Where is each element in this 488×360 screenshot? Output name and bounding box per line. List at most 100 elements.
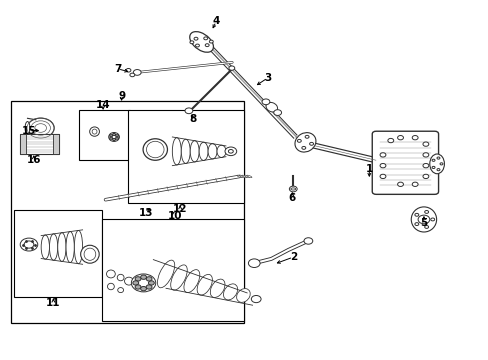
Text: 9: 9 bbox=[118, 91, 125, 101]
Circle shape bbox=[194, 37, 198, 40]
Ellipse shape bbox=[49, 234, 58, 260]
Circle shape bbox=[203, 37, 207, 40]
Circle shape bbox=[436, 168, 439, 171]
Circle shape bbox=[195, 44, 199, 47]
Circle shape bbox=[424, 211, 427, 213]
Circle shape bbox=[422, 153, 428, 157]
Text: 6: 6 bbox=[288, 193, 295, 203]
Circle shape bbox=[417, 215, 429, 224]
Ellipse shape bbox=[294, 132, 315, 152]
Circle shape bbox=[414, 213, 418, 216]
Circle shape bbox=[248, 259, 260, 267]
Circle shape bbox=[273, 110, 281, 116]
Circle shape bbox=[184, 108, 192, 114]
Circle shape bbox=[304, 238, 312, 244]
Circle shape bbox=[148, 281, 154, 285]
Ellipse shape bbox=[81, 245, 99, 263]
Circle shape bbox=[126, 68, 131, 72]
Text: 14: 14 bbox=[96, 100, 110, 110]
Ellipse shape bbox=[146, 141, 163, 158]
Circle shape bbox=[112, 138, 115, 140]
Ellipse shape bbox=[106, 270, 115, 278]
Circle shape bbox=[301, 147, 305, 149]
Circle shape bbox=[141, 287, 146, 291]
Bar bbox=[20, 134, 26, 154]
Ellipse shape bbox=[208, 144, 217, 159]
Text: 16: 16 bbox=[26, 155, 41, 165]
Circle shape bbox=[115, 137, 118, 139]
Ellipse shape bbox=[25, 122, 30, 134]
Circle shape bbox=[387, 138, 393, 143]
Ellipse shape bbox=[108, 132, 119, 141]
Ellipse shape bbox=[290, 188, 295, 190]
Circle shape bbox=[289, 186, 297, 192]
Circle shape bbox=[297, 139, 301, 142]
Circle shape bbox=[397, 182, 403, 186]
Circle shape bbox=[422, 163, 428, 168]
Ellipse shape bbox=[89, 127, 99, 136]
Ellipse shape bbox=[265, 103, 277, 112]
Ellipse shape bbox=[197, 274, 212, 295]
Circle shape bbox=[130, 73, 135, 77]
Circle shape bbox=[205, 44, 209, 46]
Circle shape bbox=[224, 147, 236, 156]
Circle shape bbox=[24, 241, 34, 248]
Ellipse shape bbox=[58, 233, 66, 261]
Ellipse shape bbox=[239, 175, 244, 177]
Ellipse shape bbox=[124, 277, 133, 285]
Ellipse shape bbox=[170, 265, 187, 290]
Ellipse shape bbox=[242, 175, 246, 177]
Circle shape bbox=[228, 66, 234, 70]
Ellipse shape bbox=[157, 260, 174, 288]
Ellipse shape bbox=[429, 154, 444, 174]
Circle shape bbox=[430, 218, 434, 221]
Circle shape bbox=[109, 137, 112, 139]
Circle shape bbox=[133, 69, 141, 75]
Text: 1: 1 bbox=[365, 164, 372, 174]
Ellipse shape bbox=[217, 145, 225, 157]
Circle shape bbox=[305, 135, 308, 138]
Bar bbox=[102, 220, 244, 320]
Ellipse shape bbox=[117, 274, 124, 281]
Circle shape bbox=[251, 296, 261, 303]
Bar bbox=[14, 211, 102, 297]
Circle shape bbox=[422, 174, 428, 179]
Circle shape bbox=[146, 285, 152, 289]
Circle shape bbox=[414, 222, 418, 225]
Circle shape bbox=[424, 225, 427, 228]
Bar bbox=[128, 110, 244, 203]
Ellipse shape bbox=[107, 283, 114, 290]
Ellipse shape bbox=[118, 288, 123, 293]
Circle shape bbox=[379, 153, 385, 157]
Circle shape bbox=[379, 174, 385, 179]
Ellipse shape bbox=[84, 248, 96, 260]
Circle shape bbox=[135, 277, 141, 281]
Text: 4: 4 bbox=[212, 17, 220, 27]
Text: 5: 5 bbox=[420, 218, 427, 228]
Circle shape bbox=[397, 135, 403, 140]
Circle shape bbox=[189, 41, 193, 44]
Circle shape bbox=[115, 135, 118, 137]
Bar bbox=[20, 134, 59, 154]
Circle shape bbox=[109, 135, 112, 137]
Circle shape bbox=[411, 182, 417, 186]
Ellipse shape bbox=[190, 141, 199, 162]
Ellipse shape bbox=[92, 129, 97, 134]
Text: 11: 11 bbox=[46, 298, 61, 308]
Circle shape bbox=[431, 166, 434, 168]
Circle shape bbox=[228, 149, 233, 153]
Ellipse shape bbox=[237, 175, 242, 177]
Ellipse shape bbox=[210, 279, 224, 297]
Ellipse shape bbox=[172, 138, 181, 165]
Circle shape bbox=[436, 157, 439, 159]
Ellipse shape bbox=[189, 32, 213, 52]
Circle shape bbox=[20, 238, 38, 251]
Circle shape bbox=[146, 277, 152, 281]
Ellipse shape bbox=[183, 270, 200, 293]
Circle shape bbox=[135, 285, 141, 289]
Text: 12: 12 bbox=[173, 204, 187, 215]
Ellipse shape bbox=[27, 118, 54, 138]
Text: 8: 8 bbox=[189, 114, 197, 124]
Bar bbox=[11, 101, 244, 323]
Ellipse shape bbox=[199, 142, 208, 161]
